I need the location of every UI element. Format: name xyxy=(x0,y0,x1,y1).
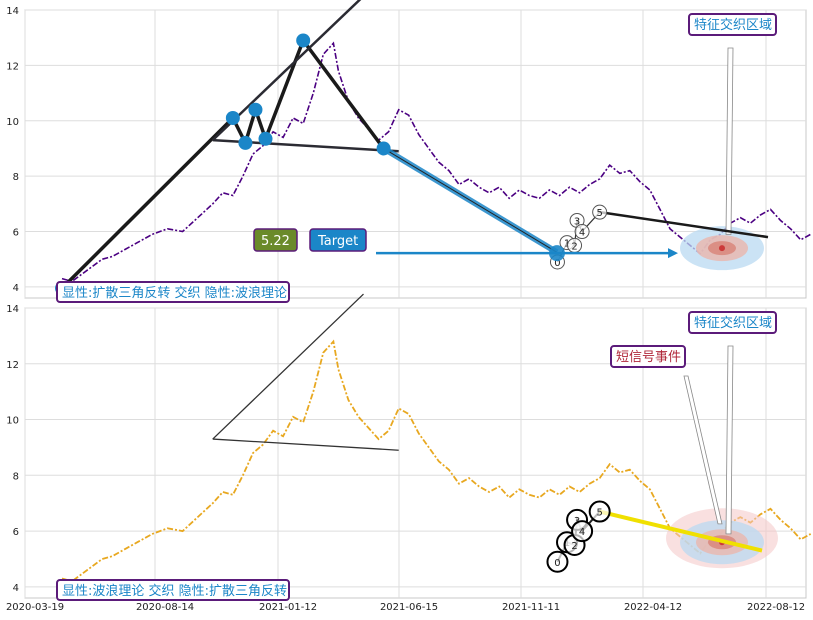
signal-label-box: 短信号事件 xyxy=(610,345,686,368)
y-tick-label: 12 xyxy=(6,61,19,72)
target-badge-frame xyxy=(309,228,367,252)
wave-marker xyxy=(588,500,611,523)
pivot-point xyxy=(238,135,253,150)
y-tick-label: 14 xyxy=(6,6,19,17)
bottom-zone-label-box: 特征交织区域 xyxy=(688,311,777,334)
target-arrowhead xyxy=(668,248,678,259)
y-tick-label: 14 xyxy=(6,304,19,315)
annotation-needle xyxy=(725,345,734,535)
x-tick-label: 2021-06-15 xyxy=(380,602,438,613)
x-tick-label: 2021-01-12 xyxy=(259,602,317,613)
wave-label: 2 xyxy=(571,241,577,252)
wave-label: 0 xyxy=(554,558,560,569)
y-tick-label: 10 xyxy=(6,117,19,128)
y-tick-label: 8 xyxy=(13,471,19,482)
target-badge: Target xyxy=(309,228,367,252)
bottom-legend-frame xyxy=(56,579,290,601)
top-legend-frame xyxy=(56,281,290,303)
top-zone-frame xyxy=(688,13,777,36)
wave-label: 2 xyxy=(571,541,577,552)
wave-marker xyxy=(592,204,608,220)
x-tick-label: 2020-08-14 xyxy=(136,602,194,613)
top-zone-label: 特征交织区域 xyxy=(694,17,772,33)
wave-label: 3 xyxy=(574,216,580,227)
bottom-legend-box: 显性:波浪理论 交织 隐性:扩散三角反转 xyxy=(56,579,290,601)
pivot-point xyxy=(225,111,240,125)
x-tick-label: 2020-03-19 xyxy=(6,602,64,613)
y-tick-label: 12 xyxy=(6,360,19,371)
upper-trend-line xyxy=(212,293,364,440)
wave-label: 0 xyxy=(554,258,560,269)
wave-label: 1 xyxy=(564,239,570,250)
wave-marker xyxy=(571,520,594,543)
y-tick-label: 10 xyxy=(6,416,19,427)
target-badge-text: Target xyxy=(317,234,358,249)
wave-marker xyxy=(574,224,590,240)
wave-marker xyxy=(546,550,569,573)
target-point xyxy=(548,245,565,262)
pivot-point xyxy=(248,102,263,117)
top-legend-text: 显性:扩散三角反转 交织 隐性:波浪理论 xyxy=(62,285,287,301)
projection-line-core xyxy=(383,148,558,253)
y-tick-label: 8 xyxy=(13,172,19,183)
price-badge-text: 5.22 xyxy=(261,234,290,249)
y-tick-label: 6 xyxy=(13,228,19,239)
y-tick-label: 6 xyxy=(13,527,19,538)
price-series-line xyxy=(61,41,812,283)
pivot-point xyxy=(376,141,391,156)
wave-label: 4 xyxy=(579,228,585,239)
zone-center-dot xyxy=(719,245,725,252)
bottom-zone-frame xyxy=(688,311,777,334)
wave-tail-highlight xyxy=(599,509,763,553)
wave-label: 5 xyxy=(596,208,602,219)
top-zone-label-box: 特征交织区域 xyxy=(688,13,777,36)
signal-needle xyxy=(683,375,723,525)
price-badge: 5.22 xyxy=(253,228,298,252)
x-tick-label: 2022-04-12 xyxy=(624,602,682,613)
x-tick-label: 2021-11-11 xyxy=(502,602,560,613)
x-axis: 2020-03-19 2020-08-14 2021-01-12 2021-06-15… xyxy=(6,602,805,613)
wave-tail xyxy=(599,210,769,239)
wave-label: 4 xyxy=(579,527,585,538)
bottom-legend-text: 显性:波浪理论 交织 隐性:扩散三角反转 xyxy=(62,583,287,599)
x-tick-label: 2022-08-12 xyxy=(747,602,805,613)
pivot-point xyxy=(258,131,273,146)
price-badge-frame xyxy=(253,228,298,252)
top-legend-box: 显性:扩散三角反转 交织 隐性:波浪理论 xyxy=(56,281,290,303)
signal-label-frame xyxy=(610,345,686,368)
y-tick-label: 4 xyxy=(13,583,19,594)
lower-trend-line xyxy=(212,438,399,451)
wave-label: 5 xyxy=(596,508,602,519)
signal-label-text: 短信号事件 xyxy=(616,350,681,365)
pivot-point xyxy=(296,33,311,48)
bottom-zone-label: 特征交织区域 xyxy=(694,315,772,331)
annotation-needle xyxy=(725,47,734,235)
y-tick-label: 4 xyxy=(13,283,19,294)
